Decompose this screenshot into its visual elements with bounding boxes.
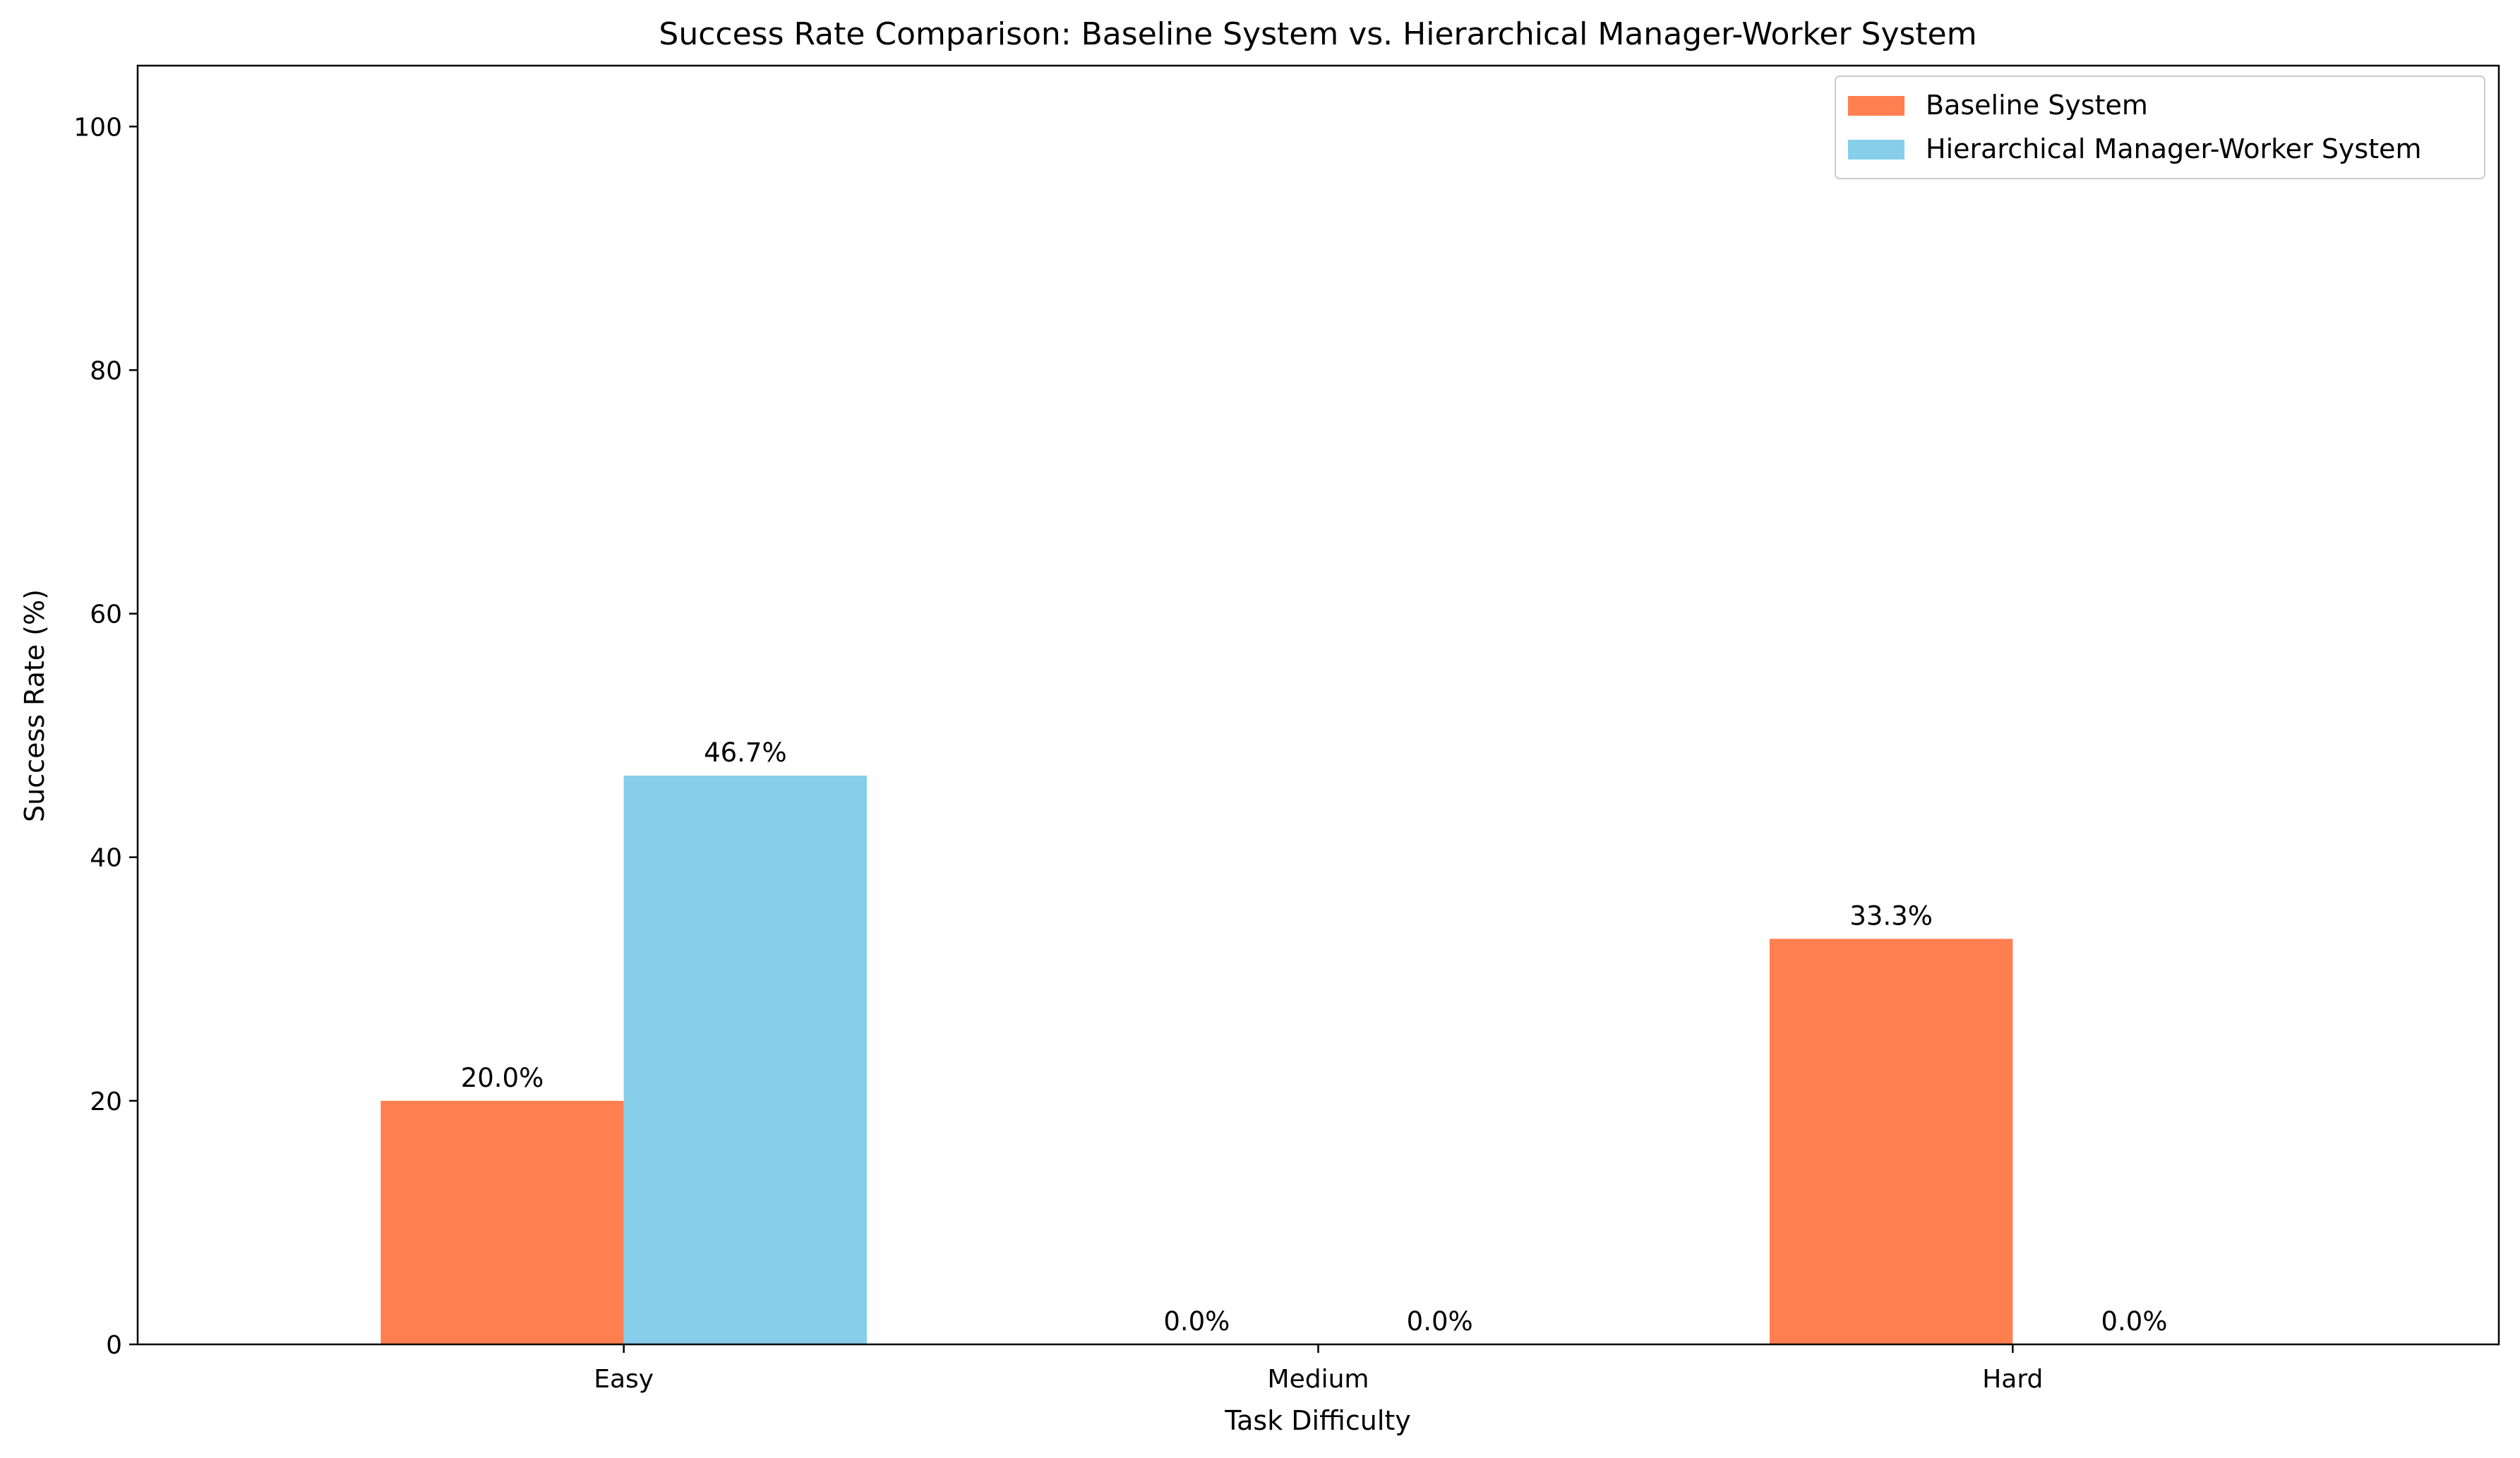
legend: Baseline System Hierarchical Manager-Work… <box>1835 76 2485 179</box>
plot-area: 20.0% 0.0% 33.3% 46.7% 0.0% 0.0% 0 20 40 60 80 100 E… <box>73 64 2500 1394</box>
x-tick-label: Easy <box>594 1365 654 1394</box>
bar-value-label: 0.0% <box>2101 1306 2167 1337</box>
bar-value-label: 20.0% <box>461 1063 544 1093</box>
y-axis-title: Success Rate (%) <box>19 589 50 822</box>
bar-value-label: 0.0% <box>1163 1306 1230 1337</box>
y-tick-label: 0 <box>106 1331 122 1360</box>
legend-swatch <box>1848 96 1904 116</box>
bar-value-label: 33.3% <box>1849 900 1933 931</box>
x-tick-label: Hard <box>1982 1365 2043 1394</box>
legend-entry: Baseline System <box>1926 90 2148 121</box>
x-axis-title: Task Difficulty <box>1224 1405 1411 1436</box>
bar-value-label: 0.0% <box>1407 1306 1473 1337</box>
legend-box <box>1835 76 2485 179</box>
bar-baseline-hard <box>1769 939 2013 1344</box>
y-tick-label: 80 <box>90 356 122 385</box>
chart-title: Success Rate Comparison: Baseline System… <box>659 16 1976 52</box>
y-tick-label: 20 <box>90 1088 122 1116</box>
bar-value-label: 46.7% <box>704 737 787 768</box>
y-tick-label: 60 <box>90 601 122 629</box>
y-tick-label: 100 <box>73 113 122 142</box>
bar-baseline-easy <box>380 1100 624 1344</box>
y-tick-label: 40 <box>90 844 122 873</box>
bar-hierarchical-easy <box>623 776 868 1344</box>
x-tick-label: Medium <box>1268 1365 1369 1394</box>
legend-entry: Hierarchical Manager-Worker System <box>1926 133 2422 164</box>
legend-swatch <box>1848 140 1904 159</box>
